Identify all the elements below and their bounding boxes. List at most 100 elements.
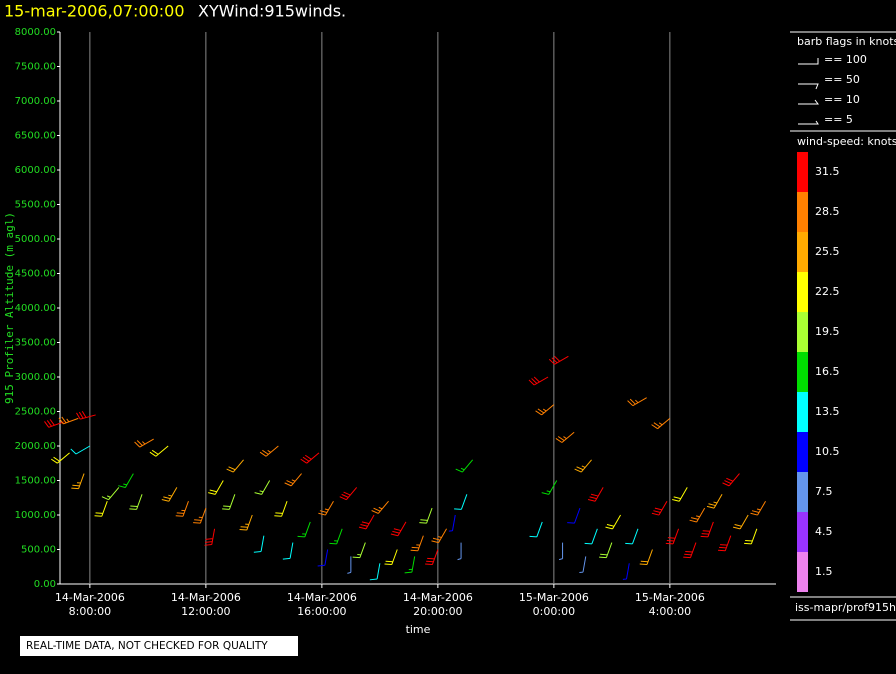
wind-barb <box>672 487 688 502</box>
wind-barb <box>535 404 555 416</box>
wind-barb <box>239 514 253 531</box>
wind-barb <box>222 494 236 510</box>
wind-barb <box>622 563 630 580</box>
colorbar-label: 1.5 <box>815 565 833 578</box>
colorbar-label: 25.5 <box>815 245 840 258</box>
wind-barb <box>175 501 189 517</box>
wind-barb <box>129 494 143 510</box>
wind-barb <box>318 500 334 516</box>
wind-barb <box>161 487 178 502</box>
y-tick-label: 7000.00 <box>15 96 56 107</box>
colorbar-swatch <box>797 192 808 232</box>
wind-barb <box>627 397 647 407</box>
wind-barb <box>253 535 265 553</box>
wind-barb <box>300 452 320 464</box>
wind-barb <box>457 542 462 561</box>
wind-barb <box>599 542 613 559</box>
wind-barb <box>329 528 343 545</box>
wind-barb <box>134 438 154 448</box>
colorbar-swatch <box>797 472 808 512</box>
wind-barb <box>410 535 424 552</box>
x-tick-label: 14-Mar-2006 12:00:00 <box>171 591 241 618</box>
y-tick-label: 7500.00 <box>15 62 56 73</box>
x-tick-label: 14-Mar-2006 8:00:00 <box>55 591 125 618</box>
wind-barb <box>529 521 543 538</box>
wind-barb <box>390 521 407 537</box>
barb-legend-item: == 100 <box>824 53 867 66</box>
colorbar-label: 16.5 <box>815 365 840 378</box>
wind-barb <box>548 355 569 365</box>
wind-barb <box>689 507 706 523</box>
wind-barb <box>347 556 352 574</box>
wind-barb <box>717 535 732 552</box>
wind-barb <box>419 507 433 524</box>
wind-barb <box>625 528 639 545</box>
colorbar-swatch <box>797 312 808 352</box>
chart-title: 15-mar-2006,07:00:00 <box>4 2 185 21</box>
wind-barb <box>259 445 279 457</box>
wind-barb <box>226 459 244 473</box>
y-tick-label: 3500.00 <box>15 338 56 349</box>
wind-barb <box>744 528 758 545</box>
colorbar-swatch <box>797 552 808 592</box>
chart-subtitle: XYWind:915winds. <box>198 2 346 21</box>
wind-barb <box>528 376 549 386</box>
x-tick-label: 15-Mar-2006 4:00:00 <box>635 591 705 618</box>
wind-barb <box>574 459 592 473</box>
wind-barb <box>425 549 439 566</box>
y-tick-label: 4500.00 <box>15 269 56 280</box>
wind-barb <box>683 542 697 559</box>
wind-barb <box>732 514 749 530</box>
wind-barb <box>651 500 668 516</box>
footer-box <box>20 636 298 656</box>
y-tick-label: 3000.00 <box>15 372 56 383</box>
wind-barb <box>384 549 398 566</box>
x-tick-label: 14-Mar-2006 16:00:00 <box>287 591 357 618</box>
wind-barb <box>584 528 598 545</box>
wind-barb <box>339 487 358 501</box>
wind-barb <box>317 549 329 567</box>
colorbar-label: 22.5 <box>815 285 840 298</box>
wind-barb <box>101 487 120 501</box>
wind-barb <box>555 431 575 443</box>
y-tick-label: 6000.00 <box>15 165 56 176</box>
colorbar-swatch <box>797 152 808 192</box>
wind-barb <box>455 459 474 473</box>
barb-legend-item: == 10 <box>824 93 860 106</box>
wind-barb <box>558 542 564 561</box>
wind-barb <box>587 487 604 502</box>
wind-barb <box>700 521 714 538</box>
y-tick-label: 4000.00 <box>15 303 56 314</box>
wind-barb <box>541 480 558 495</box>
wind-barb <box>639 549 653 566</box>
y-tick-label: 2500.00 <box>15 407 56 418</box>
wind-barb <box>284 473 302 487</box>
footer-note: REAL-TIME DATA, NOT CHECKED FOR QUALITY <box>26 640 268 652</box>
wind-barb <box>404 556 416 574</box>
y-tick-label: 8000.00 <box>15 27 56 38</box>
wind-barb <box>118 473 134 488</box>
wind-barb <box>58 416 79 425</box>
colorbar-label: 19.5 <box>815 325 840 338</box>
wind-barb <box>722 473 740 487</box>
colorbar-swatch <box>797 392 808 432</box>
y-tick-label: 1500.00 <box>15 476 56 487</box>
colorbar-swatch <box>797 232 808 272</box>
y-axis-label: 915 Profiler Altitude (m agl) <box>3 212 16 404</box>
wind-barb <box>297 521 311 538</box>
wind-barb <box>282 542 294 560</box>
wind-barb <box>352 542 366 559</box>
y-tick-label: 0.00 <box>34 579 56 590</box>
source-label: iss-mapr/prof915h <box>795 601 896 614</box>
wind-barb <box>665 528 680 545</box>
wind-barb <box>44 419 64 428</box>
wind-barb <box>71 473 85 490</box>
colorbar-label: 7.5 <box>815 485 833 498</box>
barb-legend-title: barb flags in knots <box>797 35 896 48</box>
wind-barb <box>204 528 216 546</box>
y-tick-label: 500.00 <box>21 545 56 556</box>
wind-barb <box>431 528 447 544</box>
wind-barb <box>454 494 468 510</box>
wind-barb <box>193 507 207 524</box>
